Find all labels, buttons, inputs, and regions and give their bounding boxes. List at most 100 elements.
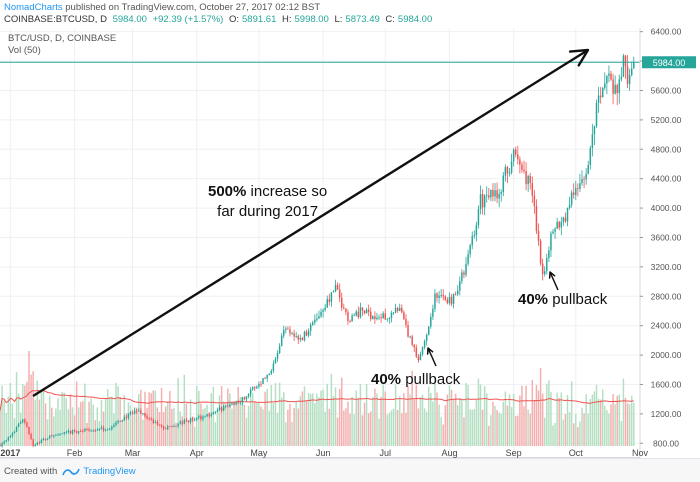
candle-body [322,309,324,312]
volume-bar [589,399,592,446]
candle-body [475,225,478,236]
candle-body [583,179,585,180]
candle-body [448,296,451,304]
volume-bar [185,403,188,446]
y-tick-label: 6400.00 [651,28,682,37]
volume-bar [38,399,41,446]
volume-ma-line [0,389,634,412]
volume-bar [86,422,88,446]
candle-body [479,194,482,210]
volume-bar [608,413,610,446]
candle-body [556,221,558,229]
candle-body [510,161,513,173]
candle-body [512,149,515,162]
pullback2-arrow [549,271,559,291]
volume-bar [577,427,579,446]
candle-body [525,171,527,185]
volume-bar [529,413,531,446]
volume-bar [113,413,115,446]
volume-bar [100,399,103,446]
volume-bar [591,394,594,446]
volume-bar [448,385,451,446]
volume-bar [328,408,331,446]
volume-bar [175,422,177,446]
candle-body [185,420,188,422]
candle-body [529,175,531,184]
volume-bar [42,388,45,446]
author-link[interactable]: NomadCharts [4,2,63,13]
volume-bar [506,405,509,446]
y-tick-label: 4800.00 [651,144,682,154]
candle-body [336,284,339,290]
candle-body [191,418,194,420]
candle-body [537,230,540,241]
volume-bar [454,393,457,446]
volume-bar [463,417,465,446]
volume-bar [30,374,32,446]
volume-bar [599,399,602,446]
tradingview-link[interactable]: TradingView [83,466,136,477]
volume-bar [229,393,231,446]
volume-bar [299,395,302,446]
candle-body [187,420,190,422]
candle-body [384,313,386,320]
candle-body [206,414,208,417]
volume-bar [75,381,78,446]
volume-bar [434,376,436,446]
x-tick-label: Jul [379,448,391,458]
volume-bar [131,413,134,446]
volume-bar [374,388,376,446]
candle-body [504,167,507,176]
candle-body [305,331,308,336]
volume-bar [612,394,614,446]
candle-body [351,315,353,322]
candle-body [204,416,206,418]
candle-body [562,217,565,222]
volume-bar [324,411,326,446]
volume-bar [554,422,556,446]
candle-body [303,331,306,341]
candle-body [554,228,556,232]
candle-body [177,423,179,427]
low-label: L: [334,14,343,25]
price-chart[interactable]: 800.00 1200.00 1600.00 2000.00 2400.00 2800.0… [0,28,700,458]
candle-body [121,420,123,422]
candle-body [65,431,68,433]
volume-bar [372,397,374,446]
candle-body [560,221,563,228]
candle-body [587,164,589,174]
volume-bar [167,401,169,446]
volume-bar [392,408,395,446]
candle-body [496,190,498,199]
volume-bar [525,385,527,446]
volume-bar [258,403,260,446]
candle-body [450,296,453,304]
candle-body [392,312,395,314]
volume-bar [562,419,565,446]
volume-bar [510,407,513,446]
candle-body [216,409,219,412]
candle-body [409,336,411,338]
volume-bar [144,391,146,446]
volume-bar [90,398,92,446]
volume-bar [200,403,202,446]
x-axis: 2017 Feb Mar Apr May Jun Jul Aug Sep Oct Nov [0,448,648,458]
volume-bar [26,381,28,446]
candle-body [214,411,217,413]
candle-body [152,419,155,423]
volume-bar [67,409,70,446]
volume-bar [5,412,7,446]
volume-bar [535,384,538,446]
candle-body [283,329,285,336]
volume-bar [560,392,563,446]
y-tick-label: 3600.00 [651,232,682,242]
candle-body [127,413,130,418]
candle-body [341,297,343,308]
volume-bar [24,385,26,446]
candle-body [543,271,546,275]
volume-bar [305,400,308,446]
candle-body [550,233,552,251]
volume-bar [548,380,550,446]
x-tick-label: Sep [506,448,522,458]
volume-bar [537,390,540,446]
